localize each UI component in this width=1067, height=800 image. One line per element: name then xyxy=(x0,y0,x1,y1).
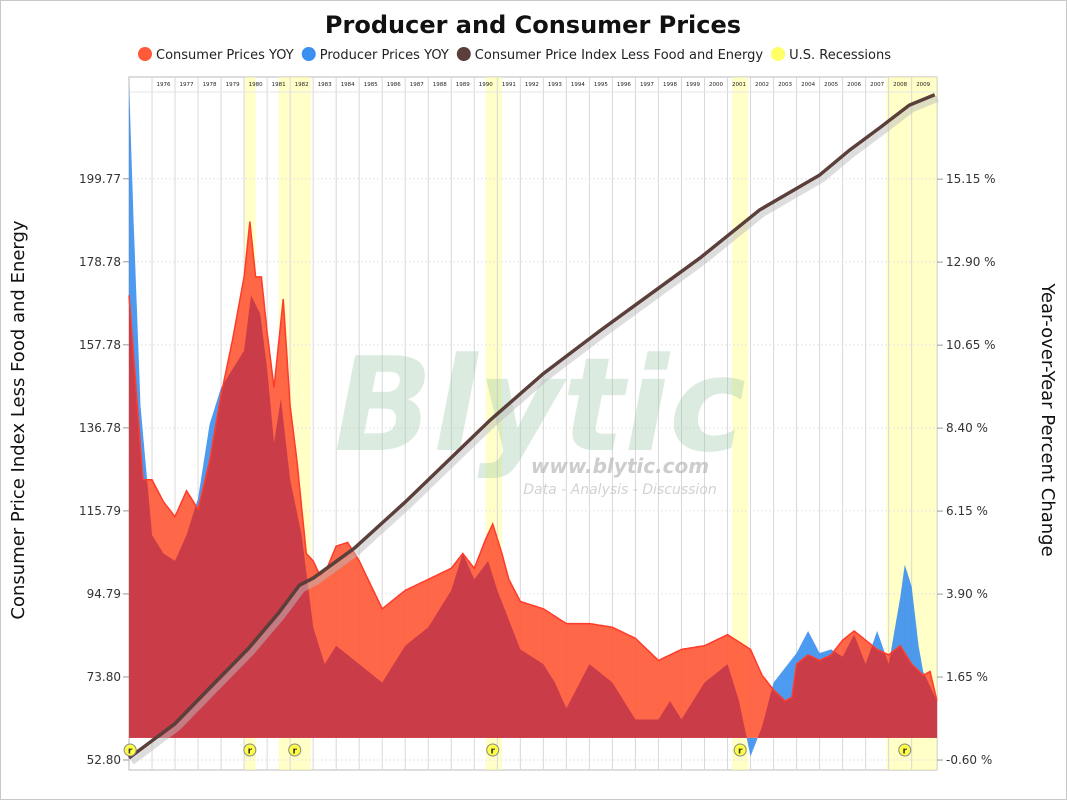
left-axis-label: Consumer Price Index Less Food and Energ… xyxy=(8,220,29,620)
recession-marker-label: r xyxy=(490,747,495,757)
year-label: 1997 xyxy=(640,82,654,88)
year-label: 2001 xyxy=(732,82,746,88)
legend-label: Producer Prices YOY xyxy=(320,48,449,63)
recession-marker xyxy=(288,743,302,757)
consumer-prices-line xyxy=(128,221,938,702)
year-label: 1980 xyxy=(249,82,263,88)
left-tick-label: 178.78 xyxy=(79,255,121,269)
year-label: 1994 xyxy=(571,82,585,88)
right-tick-label: 15.15 % xyxy=(946,172,996,186)
year-label: 2005 xyxy=(824,82,838,88)
chart-title: Producer and Consumer Prices xyxy=(325,11,741,39)
consumer-prices-area xyxy=(129,221,937,738)
right-tick-label: 12.90 % xyxy=(946,255,996,269)
left-tick-label: 115.79 xyxy=(79,504,121,518)
left-tick-label: 94.79 xyxy=(87,587,121,601)
recession-marker xyxy=(486,743,500,757)
year-label: 1984 xyxy=(341,82,355,88)
recession-marker-label: r xyxy=(128,747,133,757)
legend-swatch xyxy=(301,47,316,61)
right-tick-label: 3.90 % xyxy=(946,587,988,601)
year-label: 2008 xyxy=(893,82,907,88)
recession-marker-label: r xyxy=(293,747,298,757)
year-label: 2006 xyxy=(847,82,861,88)
year-label: 1977 xyxy=(180,82,194,88)
year-label: 1990 xyxy=(479,82,493,88)
recession-marker xyxy=(733,743,747,757)
year-label: 1979 xyxy=(226,82,240,88)
legend-label: Consumer Prices YOY xyxy=(156,48,294,63)
year-label: 2009 xyxy=(916,82,930,88)
recession-marker xyxy=(243,743,257,757)
year-label: 1993 xyxy=(548,82,562,88)
recession-band xyxy=(732,77,749,770)
year-label: 2002 xyxy=(755,82,769,88)
year-label: 1998 xyxy=(663,82,677,88)
right-tick-label: -0.60 % xyxy=(946,753,992,767)
recession-marker xyxy=(898,743,912,757)
watermark-tagline: Data - Analysis - Discussion xyxy=(523,482,716,498)
core-cpi-line xyxy=(127,93,936,760)
legend: Consumer Prices YOY Producer Prices YOY Co… xyxy=(138,47,891,63)
year-label: 2004 xyxy=(801,82,815,88)
year-label: 2000 xyxy=(709,82,723,88)
right-tick-label: 10.65 % xyxy=(946,338,996,352)
year-label: 1992 xyxy=(525,82,539,88)
left-tick-label: 157.78 xyxy=(79,338,121,352)
left-tick-label: 199.77 xyxy=(79,172,121,186)
right-tick-label: 6.15 % xyxy=(946,504,988,518)
year-label: 1976 xyxy=(157,82,171,88)
legend-swatch xyxy=(138,47,152,61)
left-tick-label: 73.80 xyxy=(87,670,121,684)
year-label: 1985 xyxy=(364,82,378,88)
right-tick-label: 1.65 % xyxy=(946,670,988,684)
watermark-logo: Blytic xyxy=(334,329,746,481)
year-label: 1983 xyxy=(318,82,332,88)
watermark-url: www.blytic.com xyxy=(531,454,709,478)
recession-marker-label: r xyxy=(738,747,743,757)
right-tick-label: 8.40 % xyxy=(946,421,988,435)
year-label: 1987 xyxy=(410,82,424,88)
plot-area: 1976 1977 1978 1979 1980 1981 1982 1983 1984 1985… xyxy=(79,76,996,771)
recession-marker-label: r xyxy=(903,747,908,757)
year-label: 1986 xyxy=(387,82,401,88)
left-tick-label: 136.78 xyxy=(79,421,121,435)
year-label: 1996 xyxy=(617,82,631,88)
year-label: 1989 xyxy=(456,82,470,88)
core-cpi-shadow xyxy=(130,96,939,765)
year-label: 2007 xyxy=(870,82,884,88)
legend-label: U.S. Recessions xyxy=(789,48,891,63)
left-tick-label: 52.80 xyxy=(87,753,121,767)
year-label: 1988 xyxy=(433,82,447,88)
legend-label: Consumer Price Index Less Food and Energ… xyxy=(475,48,764,63)
recession-marker xyxy=(123,743,137,757)
year-label: 1991 xyxy=(502,82,516,88)
year-label: 1982 xyxy=(295,82,309,88)
year-label: 1999 xyxy=(686,82,700,88)
legend-swatch xyxy=(771,47,786,61)
year-label: 2003 xyxy=(778,82,792,88)
year-label: 1981 xyxy=(272,82,286,88)
right-axis-label: Year-over-Year Percent Change xyxy=(1037,282,1058,556)
recession-marker-label: r xyxy=(248,747,253,757)
year-label: 1978 xyxy=(203,82,217,88)
year-label: 1995 xyxy=(594,82,608,88)
legend-swatch xyxy=(456,47,471,61)
